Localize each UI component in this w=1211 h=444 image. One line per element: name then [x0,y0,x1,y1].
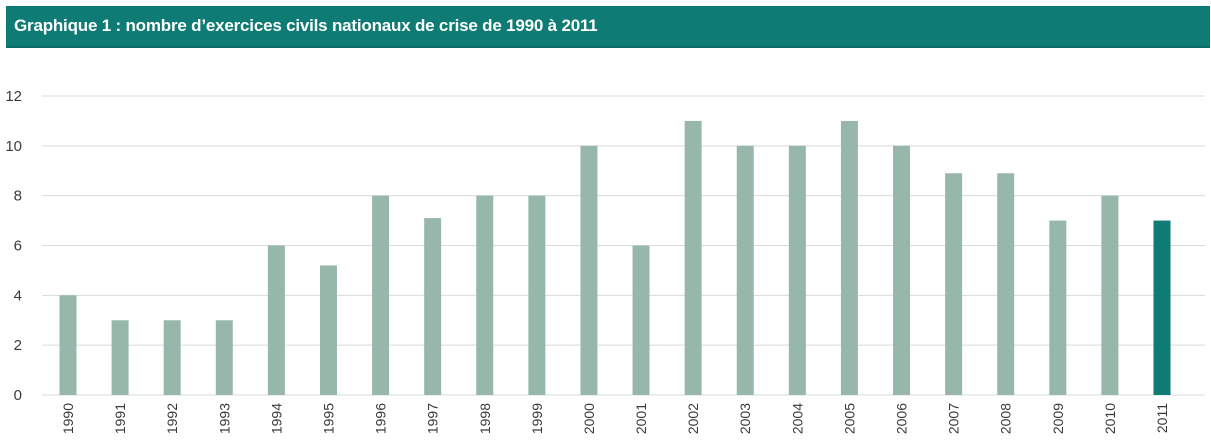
chart-title: Graphique 1 : nombre d’exercices civils … [14,16,598,35]
x-tick-label: 2011 [1154,403,1170,433]
x-tick-label: 1993 [216,403,232,434]
x-tick-label: 1990 [60,403,76,434]
bar-1992 [163,320,181,395]
x-tick-label: 1994 [268,403,284,434]
bar-1990 [59,295,77,395]
bar-2010 [1101,195,1119,395]
bar-2003 [736,145,754,395]
y-tick-label: 4 [14,287,22,304]
bar-1995 [319,265,337,395]
bar-1996 [372,195,390,395]
bar-1997 [424,218,442,395]
x-tick-label: 2007 [946,403,962,434]
bar-2009 [1049,220,1067,395]
bar-2006 [893,145,911,395]
x-tick-label: 2000 [581,403,597,434]
x-tick-label: 1998 [477,403,493,434]
x-tick-label: 2005 [841,403,857,434]
x-tick-label: 1999 [529,403,545,434]
bar-2011 [1153,220,1171,395]
bar-1994 [267,245,285,395]
y-tick-label: 8 [14,188,22,205]
x-tick-label: 1996 [373,403,389,434]
bar-2001 [632,245,650,395]
bar-1998 [476,195,494,395]
y-tick-label: 6 [14,238,22,255]
x-tick-label: 1992 [164,403,180,434]
y-tick-label: 2 [14,337,22,354]
x-tick-label: 2009 [1050,403,1066,434]
x-tick-label: 2002 [685,403,701,434]
y-tick-label: 0 [14,387,22,404]
x-tick-label: 2006 [894,403,910,434]
bar-1991 [111,320,129,395]
x-tick-label: 2010 [1102,403,1118,434]
y-tick-label: 10 [5,138,22,155]
bar-2002 [684,120,702,396]
x-tick-label: 1997 [425,403,441,434]
bar-2008 [997,173,1015,395]
x-tick-label: 2008 [998,403,1014,434]
bar-2005 [840,120,858,396]
bar-2007 [945,173,963,395]
bar-1993 [215,320,233,395]
x-tick-label: 2004 [789,403,805,434]
y-tick-label: 12 [5,88,22,105]
x-tick-label: 2001 [633,403,649,434]
x-tick-label: 2003 [737,403,753,434]
x-axis-ticks: 1990 1991 1992 1993 1994 1995 1996 1997 1998 1999… [60,403,1170,434]
bar-1999 [528,195,546,395]
chart-title-bar: Graphique 1 : nombre d’exercices civils … [6,6,1210,48]
y-axis-ticks: 0 2 4 6 8 10 12 [5,88,22,404]
bars [59,120,1171,396]
x-tick-label: 1995 [320,403,336,434]
bar-2000 [580,145,598,395]
bar-2004 [788,145,806,395]
x-tick-label: 1991 [112,403,128,434]
